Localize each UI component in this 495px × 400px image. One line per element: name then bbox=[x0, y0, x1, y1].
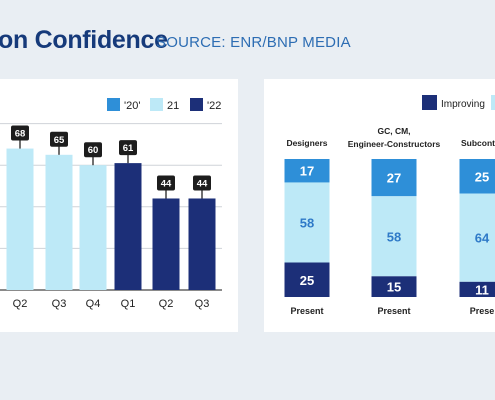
bar bbox=[6, 148, 34, 290]
stack-segment bbox=[371, 196, 417, 277]
value-label: 65 bbox=[54, 135, 65, 146]
x-tick-label: Q3 bbox=[195, 298, 210, 310]
segment-confidence-chart: Improving Designers 17 58 25 Present GC, CM, En… bbox=[284, 95, 495, 316]
legend-swatch bbox=[491, 95, 495, 110]
chart-title: on Confidence bbox=[0, 26, 168, 54]
segment-value: 58 bbox=[300, 215, 314, 230]
value-label: 44 bbox=[161, 178, 172, 189]
value-tag bbox=[157, 175, 175, 191]
x-tick-label: Q2 bbox=[13, 298, 28, 310]
segment-value: 17 bbox=[300, 164, 314, 179]
x-tick-label: Q3 bbox=[52, 298, 67, 310]
source-credit: SOURCE: ENR/BNP MEDIA bbox=[156, 34, 351, 51]
legend-swatch bbox=[422, 95, 437, 110]
stack-segment bbox=[284, 159, 330, 183]
quarterly-confidence-chart: '20' 21 '22 68 Q2 65 Q3 60 Q4 61 Q1 44 Q2 44 Q3 bbox=[0, 98, 222, 310]
value-label: 60 bbox=[88, 145, 99, 156]
bar bbox=[188, 198, 216, 290]
bar bbox=[152, 198, 180, 290]
legend-label: 21 bbox=[167, 100, 179, 112]
segment-value: 15 bbox=[387, 280, 401, 295]
value-tag bbox=[119, 140, 137, 156]
x-label: Present bbox=[377, 306, 410, 316]
value-tag bbox=[50, 131, 68, 147]
segment-value: 11 bbox=[475, 282, 489, 297]
legend-label: '22 bbox=[207, 100, 221, 112]
value-tag bbox=[11, 125, 29, 141]
category-label: GC, CM, bbox=[377, 126, 410, 136]
segment-value: 64 bbox=[475, 231, 490, 246]
value-label: 68 bbox=[15, 129, 26, 140]
stack-segment bbox=[284, 262, 330, 297]
value-label: 44 bbox=[197, 178, 208, 189]
x-tick-label: Q1 bbox=[121, 298, 136, 310]
x-tick-label: Q2 bbox=[159, 298, 174, 310]
x-label: Present bbox=[290, 306, 323, 316]
value-tag bbox=[193, 175, 211, 191]
segment-value: 27 bbox=[387, 171, 401, 186]
stack-segment bbox=[459, 281, 495, 297]
segment-value: 25 bbox=[300, 273, 314, 288]
stack-segment bbox=[371, 276, 417, 297]
legend-label: '20' bbox=[124, 100, 140, 112]
bar bbox=[79, 165, 107, 290]
segment-value: 25 bbox=[475, 169, 489, 184]
stack-segment bbox=[459, 193, 495, 282]
stack-segment bbox=[459, 159, 495, 194]
category-label: Subcontra bbox=[461, 138, 495, 148]
legend-swatch bbox=[190, 98, 203, 111]
legend-label: Improving bbox=[441, 99, 485, 110]
quarterly-confidence-panel: '20' 21 '22 68 Q2 65 Q3 60 Q4 61 Q1 44 Q2 44 Q3 bbox=[0, 79, 238, 332]
legend-swatch bbox=[150, 98, 163, 111]
value-tag bbox=[84, 142, 102, 158]
stack-segment bbox=[371, 159, 417, 197]
category-label: Designers bbox=[286, 138, 327, 148]
category-label: Engineer-Constructors bbox=[348, 139, 441, 149]
segment-confidence-panel: Improving Designers 17 58 25 Present GC, CM, En… bbox=[264, 79, 495, 332]
legend-swatch bbox=[107, 98, 120, 111]
bar bbox=[114, 163, 142, 290]
bar bbox=[45, 154, 73, 290]
value-label: 61 bbox=[123, 143, 134, 154]
x-tick-label: Q4 bbox=[86, 298, 101, 310]
x-label: Prese bbox=[470, 306, 495, 316]
stack-segment bbox=[284, 182, 330, 263]
segment-value: 58 bbox=[387, 229, 401, 244]
